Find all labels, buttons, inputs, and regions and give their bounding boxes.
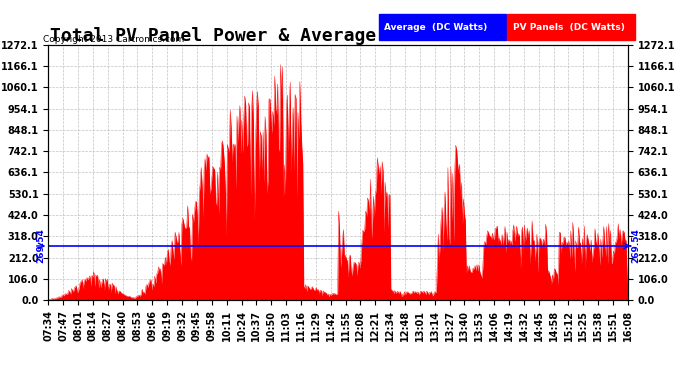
- Text: Average  (DC Watts): Average (DC Watts): [384, 22, 488, 32]
- Title: Total PV Panel Power & Average Power Tue Jan 29 16:18: Total PV Panel Power & Average Power Tue…: [50, 27, 627, 45]
- Text: 269.54: 269.54: [37, 228, 46, 263]
- Text: PV Panels  (DC Watts): PV Panels (DC Watts): [513, 22, 625, 32]
- FancyBboxPatch shape: [507, 14, 635, 40]
- Text: Copyright 2013 Cartronics.com: Copyright 2013 Cartronics.com: [43, 35, 184, 44]
- Text: 269.54: 269.54: [631, 228, 640, 263]
- FancyBboxPatch shape: [379, 14, 506, 40]
